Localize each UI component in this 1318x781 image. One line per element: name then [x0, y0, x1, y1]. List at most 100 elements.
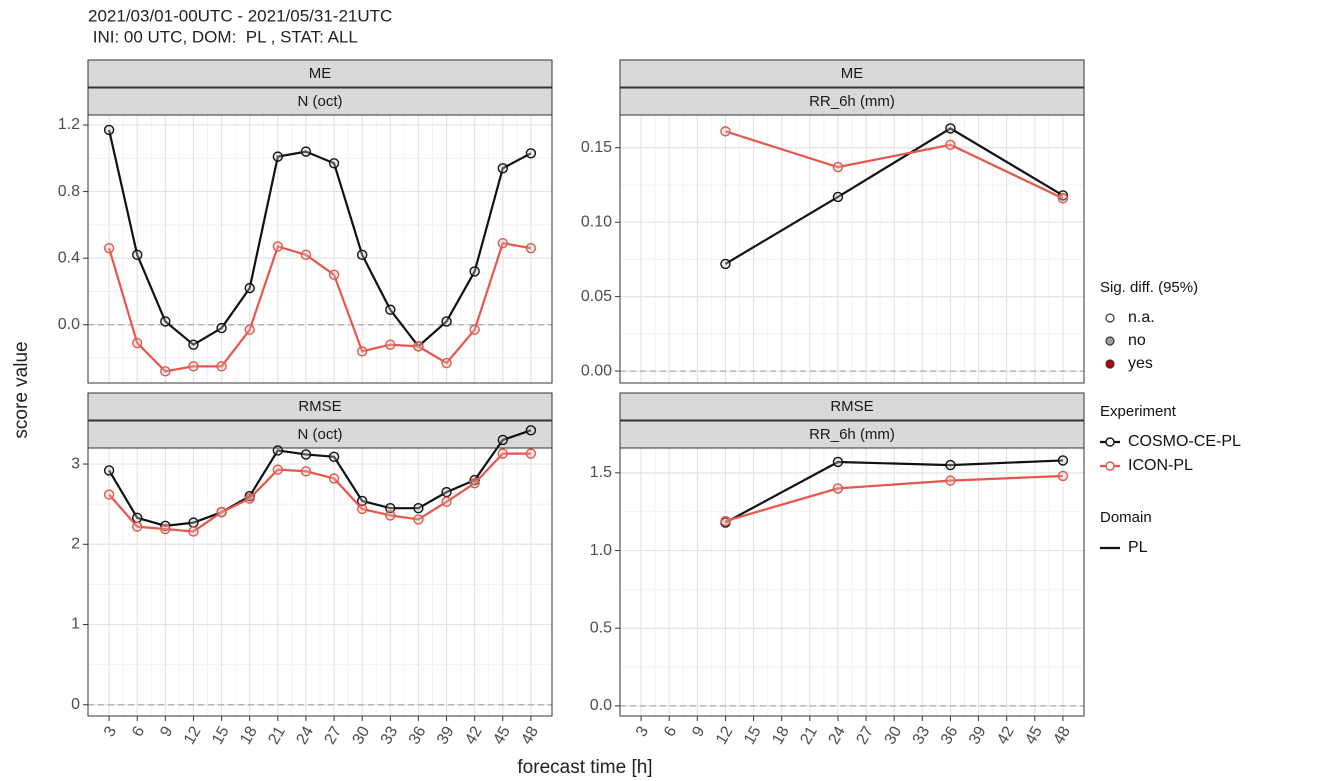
- strip-label: RR_6h (mm): [809, 93, 895, 110]
- y-axis-label: score value: [11, 341, 32, 438]
- data-point: [244, 282, 255, 294]
- legend-label: ICON-PL: [1128, 457, 1193, 474]
- strip-label: ME: [309, 65, 332, 82]
- data-point: [385, 502, 396, 514]
- strip-label: RR_6h (mm): [809, 426, 895, 443]
- data-point: [272, 151, 284, 162]
- strip: [619, 392, 1085, 421]
- x-tick-label: 39: [966, 724, 990, 748]
- series-line: [108, 452, 531, 533]
- data-point: [413, 514, 424, 525]
- x-tick-label: 27: [322, 724, 346, 748]
- data-point: [385, 304, 396, 315]
- data-point: [160, 523, 171, 535]
- x-tick-label: 21: [797, 724, 821, 748]
- legend-symbol: [1105, 359, 1115, 369]
- x-tick-label: 48: [1050, 724, 1074, 748]
- legend-symbol: [1105, 336, 1115, 346]
- x-tick-label: 42: [462, 724, 486, 748]
- legend-symbol: [1105, 437, 1115, 447]
- x-tick-label: 33: [378, 724, 402, 748]
- plot-border: [87, 114, 553, 384]
- y-tick-label: 1.2: [58, 116, 80, 133]
- y-tick-label: 3: [71, 455, 80, 472]
- data-point: [497, 448, 508, 459]
- data-point: [103, 124, 115, 136]
- legend-title: Domain: [1100, 509, 1152, 526]
- data-point: [385, 339, 396, 350]
- title-line: 2021/03/01-00UTC - 2021/05/31-21UTC: [88, 6, 392, 25]
- legend-symbol: [1105, 313, 1115, 323]
- title-line: INI: 00 UTC, DOM: PL , STAT: ALL: [88, 27, 358, 46]
- y-tick-label: 1.5: [590, 464, 612, 481]
- data-point: [720, 258, 731, 270]
- x-tick-label: 6: [661, 724, 680, 740]
- x-tick-label: 12: [713, 724, 737, 748]
- data-point: [720, 126, 731, 137]
- data-point: [385, 510, 396, 521]
- data-point: [1057, 193, 1069, 204]
- data-point: [1057, 455, 1069, 466]
- y-tick-label: 1.0: [590, 542, 612, 559]
- data-point: [244, 493, 255, 504]
- y-tick-label: 1: [71, 616, 80, 633]
- data-point: [356, 495, 368, 507]
- y-tick-label: 0: [71, 696, 80, 713]
- plot-border: [619, 114, 1085, 384]
- series-line: [724, 459, 1063, 524]
- series-line: [725, 130, 1064, 200]
- data-point: [272, 445, 284, 456]
- data-point: [356, 346, 368, 357]
- x-tick-label: 9: [157, 724, 176, 740]
- legend-title: Sig. diff. (95%): [1100, 279, 1198, 296]
- data-point: [132, 337, 143, 349]
- series-line: [108, 429, 532, 527]
- x-tick-label: 48: [518, 724, 542, 748]
- data-point: [832, 483, 844, 494]
- data-point: [103, 489, 115, 500]
- y-tick-label: 0.10: [581, 213, 612, 230]
- x-tick-label: 15: [209, 724, 233, 748]
- x-tick-label: 15: [741, 724, 765, 748]
- x-axis-label: forecast time [h]: [517, 757, 652, 778]
- data-point: [132, 249, 143, 261]
- data-point: [1057, 470, 1069, 482]
- strip-label: ME: [841, 65, 864, 82]
- data-point: [413, 502, 424, 514]
- data-point: [132, 512, 143, 524]
- data-point: [300, 449, 312, 460]
- data-point: [469, 324, 480, 335]
- data-point: [103, 242, 115, 254]
- y-tick-label: 0.4: [58, 249, 80, 266]
- data-point: [188, 526, 199, 537]
- data-point: [469, 266, 480, 277]
- data-point: [525, 425, 537, 436]
- data-point: [413, 341, 424, 352]
- x-tick-label: 30: [882, 724, 906, 748]
- data-point: [525, 148, 537, 159]
- x-tick-label: 18: [769, 724, 793, 748]
- x-tick-label: 39: [434, 724, 458, 748]
- data-point: [300, 146, 312, 157]
- y-tick-label: 0.05: [581, 288, 612, 305]
- data-point: [300, 249, 312, 261]
- data-point: [328, 158, 340, 169]
- series-line: [725, 474, 1063, 523]
- data-point: [525, 448, 537, 459]
- strip: [87, 392, 553, 421]
- data-point: [441, 357, 452, 369]
- series-line: [108, 129, 532, 348]
- x-tick-label: 3: [633, 724, 652, 740]
- data-point: [945, 139, 956, 150]
- data-point: [216, 506, 227, 518]
- x-tick-label: 12: [181, 724, 205, 748]
- x-tick-label: 6: [129, 724, 148, 740]
- data-point: [497, 237, 508, 249]
- legend-label: n.a.: [1128, 309, 1155, 326]
- data-point: [188, 517, 199, 528]
- data-point: [945, 459, 956, 471]
- data-point: [244, 324, 255, 335]
- data-point: [441, 496, 452, 507]
